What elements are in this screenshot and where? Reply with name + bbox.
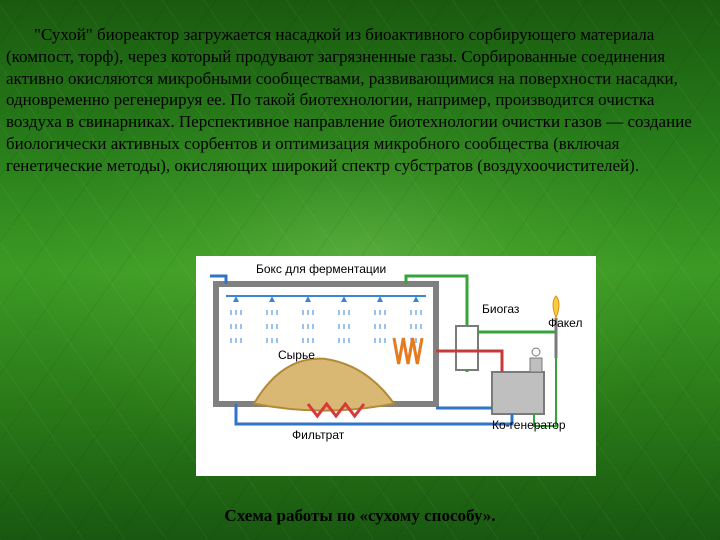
paragraph: "Сухой" биореактор загружается насадкой …: [6, 24, 698, 176]
bioreactor-diagram: Бокс для ферментации Сырье Фильтрат Биог…: [196, 256, 596, 476]
label-filtrate: Фильтрат: [292, 428, 344, 442]
label-fermentation-box: Бокс для ферментации: [256, 262, 386, 276]
caption: Схема работы по «сухому способу».: [0, 506, 720, 526]
label-torch: Факел: [548, 316, 582, 330]
diagram-svg: [196, 256, 596, 476]
body-text: "Сухой" биореактор загружается насадкой …: [6, 24, 698, 176]
label-biogas: Биогаз: [482, 302, 519, 316]
label-raw-material: Сырье: [278, 348, 315, 362]
slide-background: "Сухой" биореактор загружается насадкой …: [0, 0, 720, 540]
label-cogenerator: Ко-генератор: [492, 418, 566, 432]
